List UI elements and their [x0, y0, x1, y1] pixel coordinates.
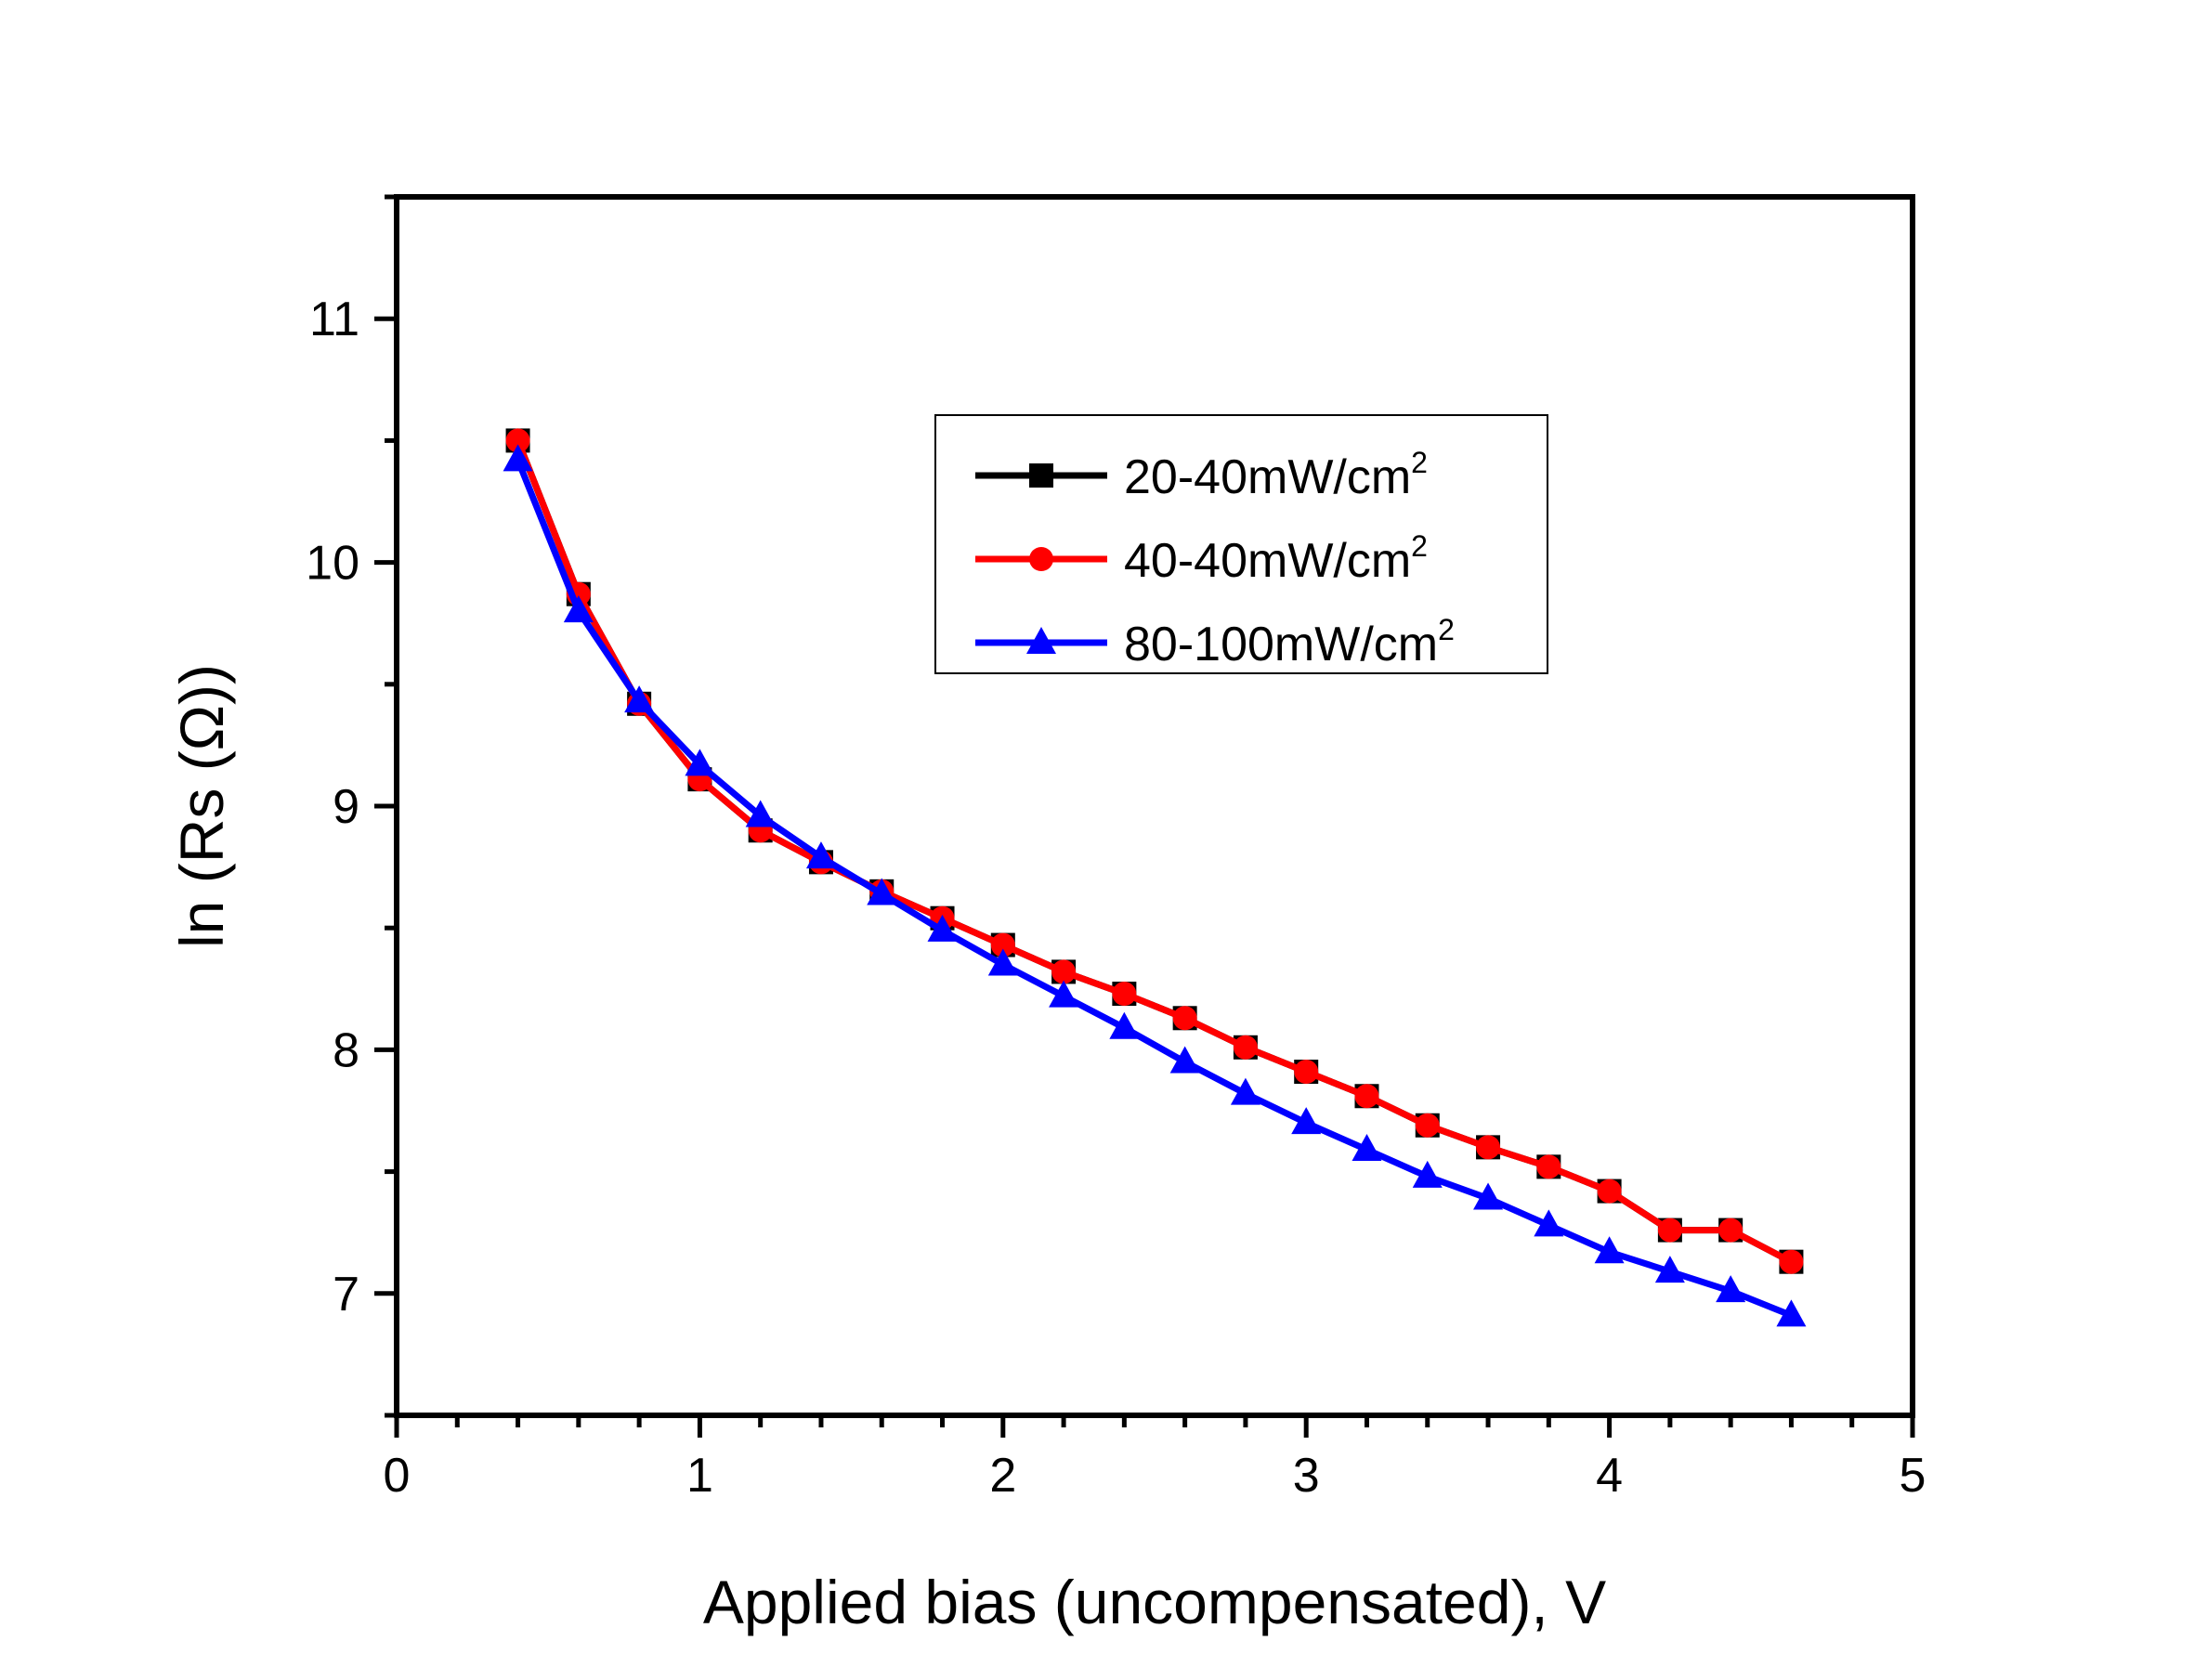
data-point — [867, 878, 897, 905]
data-point — [685, 749, 715, 776]
y-axis-label: ln (Rs (Ω)) — [167, 664, 236, 948]
data-point — [1109, 1011, 1140, 1039]
legend-label: 80-100mW/cm2 — [1124, 613, 1455, 671]
legend-entry: 40-40mW/cm2 — [975, 529, 1428, 588]
data-point — [624, 685, 655, 713]
x-axis-ticks: 0 1 2 3 4 5 — [384, 1415, 1926, 1503]
x-tick-label: 1 — [686, 1449, 713, 1503]
x-tick-label: 4 — [1596, 1449, 1623, 1503]
data-point — [1051, 959, 1077, 984]
legend-entry: 20-40mW/cm2 — [975, 446, 1428, 504]
data-point — [1718, 1218, 1743, 1243]
y-axis-ticks: 7 8 9 10 11 — [306, 194, 397, 1418]
data-point — [1779, 1249, 1804, 1274]
legend-marker — [1026, 627, 1056, 654]
series-layer — [503, 428, 1807, 1327]
data-point — [1412, 1160, 1443, 1188]
data-point — [1291, 1107, 1322, 1135]
y-tick-label: 9 — [333, 780, 359, 834]
data-point — [505, 428, 530, 453]
x-tick-label: 3 — [1293, 1449, 1320, 1503]
legend-marker — [1029, 547, 1053, 571]
y-tick-label: 7 — [333, 1268, 359, 1322]
data-point — [1112, 982, 1137, 1007]
x-tick-label: 5 — [1900, 1449, 1926, 1503]
y-tick-label: 10 — [306, 537, 359, 591]
legend-label: 20-40mW/cm2 — [1124, 446, 1428, 504]
legend-label-superscript: 2 — [1438, 613, 1455, 646]
data-point — [1716, 1275, 1746, 1303]
data-point — [745, 800, 776, 827]
legend-label-superscript: 2 — [1411, 446, 1428, 479]
data-point — [805, 841, 836, 869]
data-point — [1654, 1256, 1685, 1283]
data-point — [503, 444, 533, 472]
data-point — [1597, 1179, 1622, 1204]
data-point — [1473, 1182, 1504, 1210]
x-tick-label: 2 — [989, 1449, 1016, 1503]
data-point — [1536, 1154, 1561, 1179]
y-tick-label: 11 — [309, 293, 359, 346]
data-point — [987, 948, 1018, 976]
data-point — [1594, 1236, 1625, 1264]
data-point — [1657, 1218, 1682, 1243]
data-point — [1049, 980, 1079, 1008]
legend-marker — [1029, 463, 1053, 488]
data-point — [1294, 1060, 1319, 1085]
legend-label-text: 40-40mW/cm — [1124, 534, 1411, 588]
data-point — [1354, 1084, 1379, 1109]
legend-label: 40-40mW/cm2 — [1124, 529, 1428, 588]
data-point — [1476, 1135, 1501, 1160]
data-point — [1776, 1299, 1807, 1327]
data-point — [1233, 1035, 1258, 1060]
legend-entry: 80-100mW/cm2 — [975, 613, 1455, 671]
legend-label-text: 80-100mW/cm — [1124, 618, 1438, 671]
legend-box — [934, 414, 1548, 674]
data-point — [1169, 1046, 1200, 1074]
data-point — [1534, 1209, 1564, 1237]
legend-label-superscript: 2 — [1411, 529, 1428, 563]
data-point — [1415, 1113, 1440, 1138]
data-point — [1172, 1006, 1197, 1031]
data-point — [1230, 1077, 1260, 1105]
series-line — [515, 439, 1794, 1265]
data-point — [927, 914, 958, 942]
y-tick-label: 8 — [333, 1023, 359, 1077]
series-triangle — [503, 444, 1807, 1327]
data-point — [1352, 1133, 1382, 1161]
series-line — [515, 459, 1793, 1319]
x-axis-label: Applied bias (uncompensated), V — [703, 1568, 1606, 1636]
legend-label-text: 20-40mW/cm — [1124, 450, 1411, 504]
data-point — [990, 932, 1015, 957]
data-point — [563, 595, 594, 623]
x-tick-label: 0 — [384, 1449, 411, 1503]
